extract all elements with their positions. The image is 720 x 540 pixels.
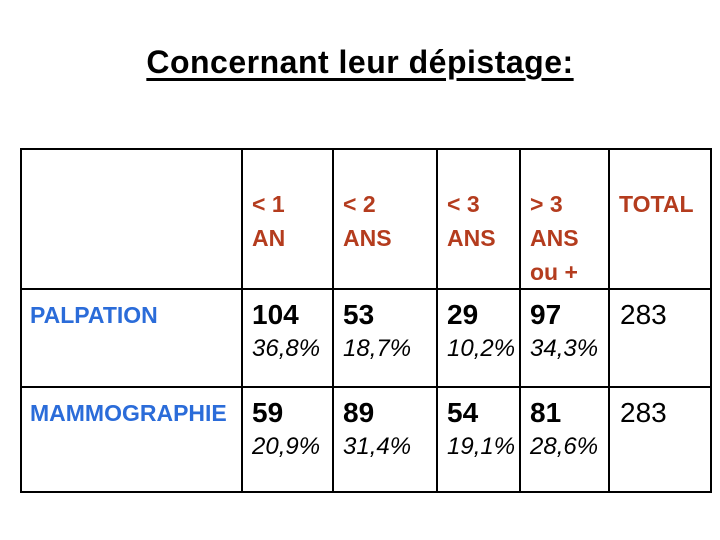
table-corner-cell <box>22 150 243 290</box>
percent-value: 19,1% <box>447 433 516 460</box>
col-header-gt3ans: > 3 ANS ou + <box>521 150 610 290</box>
percent-value: 34,3% <box>530 335 599 362</box>
row-label-mammographie: MAMMOGRAPHIE <box>22 388 243 491</box>
count-value: 29 <box>447 299 479 330</box>
count-value: 89 <box>343 397 375 428</box>
count-value: 59 <box>252 397 284 428</box>
col-header-lt1an: < 1 AN <box>243 150 334 290</box>
total-value: 283 <box>610 290 710 388</box>
slide-title: Concernant leur dépistage: <box>146 44 574 80</box>
percent-value: 28,6% <box>530 433 599 460</box>
data-cell: 59 20,9% <box>243 388 334 491</box>
data-cell: 81 28,6% <box>521 388 610 491</box>
data-cell: 97 34,3% <box>521 290 610 388</box>
col-header-lt2ans: < 2 ANS <box>334 150 438 290</box>
data-cell: 104 36,8% <box>243 290 334 388</box>
total-value: 283 <box>620 397 667 428</box>
col-header-total: TOTAL <box>610 150 710 290</box>
percent-value: 18,7% <box>343 335 412 362</box>
data-cell: 54 19,1% <box>438 388 521 491</box>
count-value: 54 <box>447 397 479 428</box>
count-value: 104 <box>252 299 299 330</box>
count-value: 81 <box>530 397 562 428</box>
percent-value: 31,4% <box>343 433 412 460</box>
data-cell: 53 18,7% <box>334 290 438 388</box>
percent-value: 20,9% <box>252 433 321 460</box>
screening-table: < 1 AN < 2 ANS < 3 ANS > 3 ANS ou + TOTA… <box>20 148 712 493</box>
data-cell: 89 31,4% <box>334 388 438 491</box>
data-cell: 29 10,2% <box>438 290 521 388</box>
percent-value: 10,2% <box>447 335 516 362</box>
count-value: 53 <box>343 299 375 330</box>
percent-value: 36,8% <box>252 335 321 362</box>
count-value: 97 <box>530 299 562 330</box>
col-header-lt3ans: < 3 ANS <box>438 150 521 290</box>
row-label-palpation: PALPATION <box>22 290 243 388</box>
